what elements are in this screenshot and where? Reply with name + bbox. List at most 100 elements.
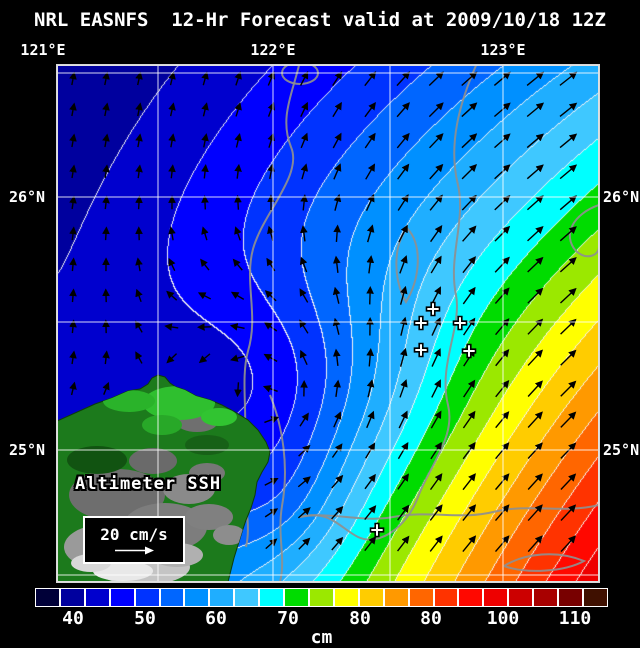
current-arrow — [105, 73, 107, 85]
current-arrow — [528, 289, 542, 303]
current-arrow — [236, 73, 240, 86]
current-arrow — [561, 351, 576, 365]
current-arrow — [334, 165, 340, 180]
current-arrow — [334, 413, 340, 428]
current-arrow — [105, 135, 107, 147]
current-arrow — [463, 536, 475, 551]
current-arrow — [269, 227, 273, 241]
current-arrow — [105, 352, 106, 364]
current-arrow — [528, 412, 542, 427]
current-arrow — [138, 135, 140, 147]
current-arrow — [528, 351, 542, 366]
current-arrow — [166, 326, 178, 328]
map-area: Altimeter SSH 20 cm/s — [57, 65, 599, 582]
current-arrow — [430, 165, 443, 179]
current-arrow — [494, 73, 509, 86]
current-arrow — [370, 288, 371, 305]
current-arrow — [401, 349, 406, 366]
colorbar-tick-label: 80 — [349, 608, 371, 629]
current-arrow — [527, 134, 543, 147]
current-arrow — [237, 165, 239, 178]
current-arrow — [431, 257, 441, 273]
current-arrow — [232, 356, 245, 360]
current-arrow — [462, 165, 476, 179]
current-arrow — [336, 257, 338, 273]
longitude-tick: 123°E — [480, 41, 525, 59]
current-arrow — [398, 443, 407, 458]
current-arrow — [429, 103, 442, 116]
current-arrow — [171, 166, 172, 179]
current-arrow — [528, 443, 542, 458]
current-arrow — [432, 381, 440, 398]
current-arrow — [332, 445, 341, 458]
current-arrow — [139, 197, 140, 209]
plus-marker — [415, 344, 428, 357]
current-arrow — [105, 197, 106, 209]
current-arrow — [169, 259, 174, 270]
current-arrow — [171, 73, 174, 85]
current-arrow — [365, 506, 376, 519]
current-arrow — [397, 72, 409, 85]
current-arrow — [463, 227, 476, 242]
current-arrow — [462, 196, 475, 210]
altimeter-contour-line — [300, 505, 599, 519]
current-arrow — [138, 104, 140, 116]
current-arrow — [366, 165, 375, 180]
plus-marker — [371, 524, 384, 537]
current-arrow — [527, 73, 543, 86]
current-arrow — [560, 73, 576, 86]
latitude-tick-right: 25°N — [603, 441, 639, 459]
colorbar-cell — [185, 589, 208, 606]
current-arrow — [368, 381, 372, 397]
current-arrow — [203, 104, 206, 117]
colorbar-cell — [260, 589, 283, 606]
current-arrow — [200, 354, 210, 362]
current-arrow — [369, 350, 370, 367]
current-arrow — [236, 228, 240, 241]
current-arrow — [367, 412, 374, 428]
colorbar-cell — [136, 589, 159, 606]
current-arrow — [399, 226, 407, 242]
terrain-blob — [142, 415, 182, 435]
current-arrow — [72, 290, 73, 302]
colorbar-tick-label: 100 — [487, 608, 520, 629]
altimeter-contour-line — [300, 65, 478, 540]
observation-plus-markers — [371, 303, 476, 537]
current-arrow — [171, 135, 173, 147]
current-arrow — [528, 258, 543, 272]
current-arrow — [561, 444, 575, 459]
current-arrow — [299, 446, 310, 456]
current-arrow — [72, 383, 75, 395]
current-arrow — [495, 165, 510, 178]
current-arrow — [105, 166, 107, 178]
current-arrow — [298, 477, 309, 487]
current-arrow — [303, 196, 305, 211]
current-arrow — [264, 418, 277, 423]
current-arrow — [138, 259, 140, 271]
current-arrow — [336, 226, 337, 242]
current-arrow — [462, 134, 476, 147]
current-arrow — [560, 104, 576, 117]
colorbar-cell — [410, 589, 433, 606]
current-arrow — [365, 134, 375, 148]
current-arrow — [333, 103, 341, 117]
current-arrow — [205, 197, 206, 210]
current-arrow — [367, 195, 374, 210]
velocity-scale-arrow-icon — [110, 545, 158, 556]
current-arrow — [431, 474, 442, 489]
current-arrow — [238, 196, 239, 209]
current-arrow — [495, 258, 509, 273]
current-arrow — [463, 288, 474, 304]
current-arrow — [463, 505, 475, 520]
current-arrow — [495, 227, 509, 241]
colorbar-cell — [310, 589, 333, 606]
current-arrow — [430, 134, 443, 148]
colorbar-tick-label: 40 — [62, 608, 84, 629]
current-arrow — [561, 505, 575, 520]
current-arrow — [398, 195, 408, 210]
current-arrow — [199, 293, 211, 299]
current-arrow — [238, 382, 239, 395]
altimeter-contour-line — [504, 554, 584, 571]
terrain-blob — [213, 525, 245, 545]
